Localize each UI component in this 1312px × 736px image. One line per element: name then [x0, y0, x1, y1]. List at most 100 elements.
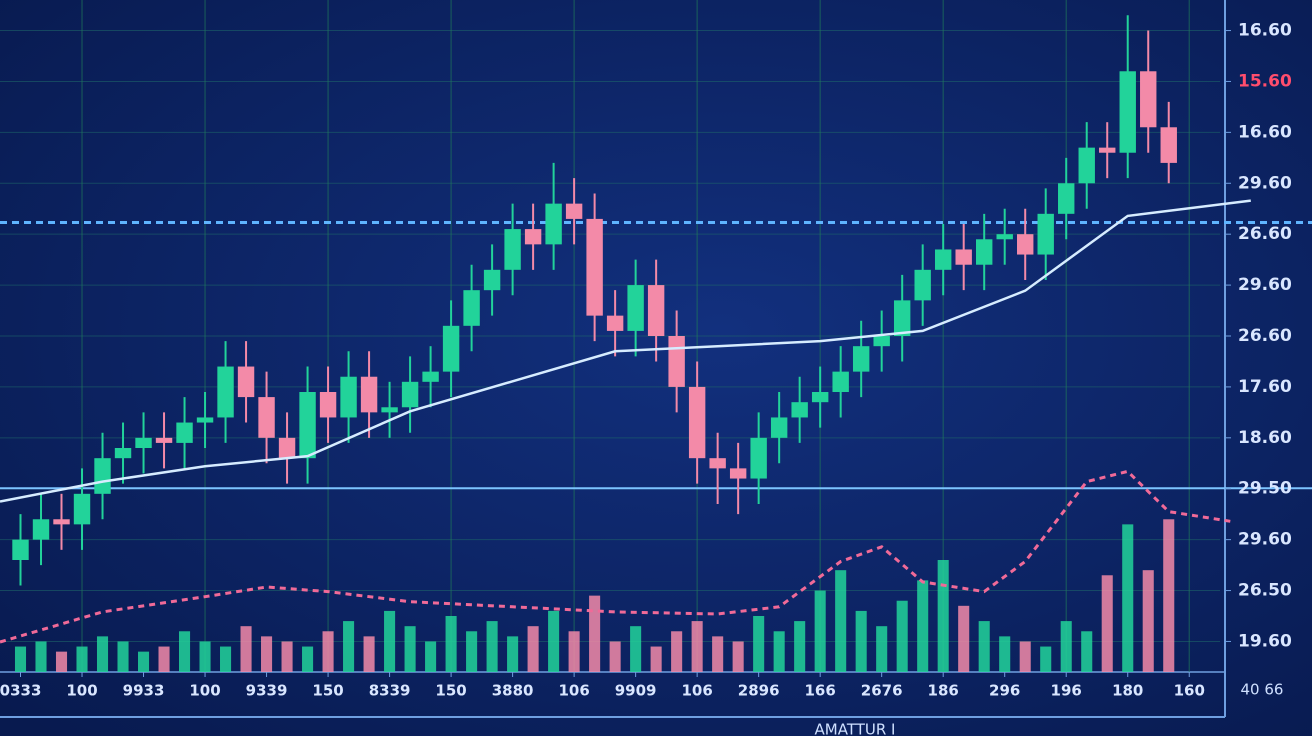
y-tick-label: 15.60 — [1238, 71, 1292, 91]
y-tick-label: 26.60 — [1238, 224, 1292, 244]
candle-body — [1140, 71, 1157, 128]
volume-bar — [343, 621, 355, 672]
x-tick-label: 2676 — [861, 682, 903, 700]
candle-body — [299, 392, 316, 459]
volume-bar — [937, 560, 949, 672]
candle-body — [688, 386, 706, 459]
candle-body — [1017, 234, 1034, 255]
volume-bar — [650, 646, 662, 672]
candle-body — [709, 458, 726, 469]
volume-bar — [322, 631, 334, 672]
candle-body — [73, 493, 91, 525]
volume-bar — [117, 641, 129, 672]
volume-bar — [445, 616, 457, 672]
y-tick-label: 18.60 — [1238, 428, 1292, 448]
volume-bar — [773, 631, 785, 672]
candle-body — [586, 218, 603, 316]
x-tick-label: 296 — [989, 682, 1020, 700]
volume-bar — [384, 610, 396, 672]
x-tick-label: 3880 — [492, 682, 534, 700]
y-tick-label: 29.60 — [1238, 275, 1292, 295]
y-tick-label: 26.50 — [1238, 581, 1292, 601]
volume-bar — [425, 641, 437, 672]
x-axis-title: AMATTUR I — [815, 721, 896, 736]
volume-bar — [14, 646, 27, 672]
candle-body — [217, 366, 234, 418]
x-tick-label: 196 — [1051, 682, 1082, 700]
candle-body — [1160, 127, 1177, 163]
volume-bar — [35, 641, 47, 672]
candle-body — [463, 290, 480, 326]
volume-bar — [855, 610, 867, 672]
volume-bar — [876, 626, 888, 672]
volume-bar — [1040, 646, 1052, 672]
candle-body — [606, 315, 624, 331]
volume-bar — [1081, 631, 1093, 672]
x-tick-label: 2896 — [738, 682, 780, 700]
volume-bar — [240, 626, 252, 672]
candle-body — [770, 417, 788, 438]
candle-body — [196, 417, 214, 423]
volume-bar — [158, 646, 170, 672]
x-tick-label: 100 — [66, 682, 97, 700]
candle-body — [524, 229, 542, 245]
candle-body — [32, 519, 50, 540]
candle-body — [811, 392, 829, 403]
candle-body — [955, 249, 972, 265]
volume-bar — [1163, 519, 1175, 672]
volume-bar — [137, 651, 150, 672]
volume-bar — [76, 646, 88, 672]
candle-body — [1037, 213, 1054, 255]
x-tick-label: 166 — [805, 682, 836, 700]
y-tick-label: 19.60 — [1238, 631, 1292, 651]
volume-bar — [179, 631, 191, 672]
volume-bar — [404, 626, 416, 672]
x-tick-label: 106 — [558, 682, 589, 700]
candle-body — [627, 285, 644, 331]
candle-body — [278, 437, 296, 459]
candle-body — [176, 422, 193, 443]
plot — [0, 15, 1312, 672]
volume-bar — [281, 641, 293, 672]
y-tick-label: 29.50 — [1238, 479, 1292, 499]
volume-bar — [1019, 641, 1031, 672]
x-tick-label: 0333 — [0, 682, 41, 700]
candle-body — [647, 285, 665, 336]
volume-bar — [794, 621, 806, 672]
volume-bar — [261, 636, 273, 672]
candle-body — [360, 376, 378, 413]
volume-bar — [814, 590, 826, 672]
x-tick-label: 186 — [928, 682, 959, 700]
candle-body — [381, 407, 398, 413]
candle-body — [852, 346, 870, 372]
line-series — [0, 469, 1231, 644]
volume-bar — [896, 600, 908, 672]
volume-bar — [999, 636, 1011, 672]
candle-body — [401, 381, 419, 408]
candle-body — [442, 325, 460, 372]
candle-body — [258, 397, 275, 438]
corner-label: 40 66 — [1241, 681, 1284, 699]
candle-body — [422, 371, 439, 382]
x-tick-label: 150 — [312, 682, 343, 700]
volume-bar — [507, 636, 519, 672]
candle-body — [237, 366, 255, 398]
volume-bar — [548, 610, 560, 672]
volume-bar — [527, 626, 539, 672]
x-tick-label: 9909 — [615, 682, 657, 700]
candle-body — [934, 249, 952, 270]
candle-body — [1058, 183, 1075, 214]
y-tick-label: 29.60 — [1238, 173, 1292, 193]
candle-body — [1119, 71, 1136, 153]
volume-bar — [363, 636, 375, 672]
x-tick-label: 150 — [435, 682, 466, 700]
x-tick-label: 106 — [681, 682, 712, 700]
y-tick-label: 17.60 — [1238, 377, 1292, 397]
candle-body — [114, 448, 132, 459]
volume-bar — [1122, 524, 1134, 672]
candle-body — [1099, 147, 1116, 153]
y-tick-label: 29.60 — [1238, 530, 1292, 550]
